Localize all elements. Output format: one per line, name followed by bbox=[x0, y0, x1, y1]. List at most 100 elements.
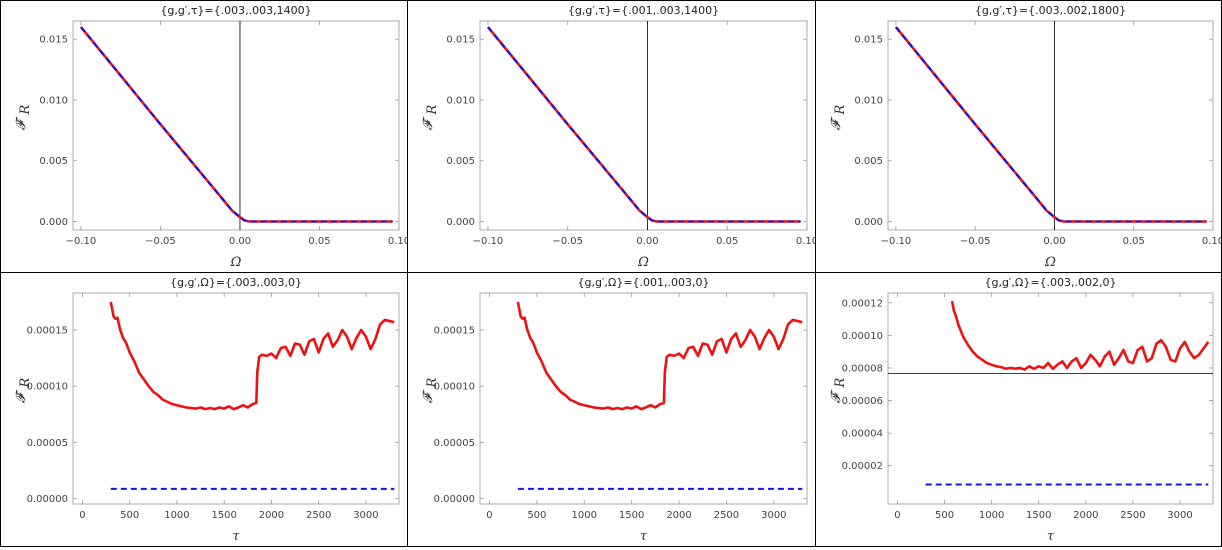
x-tick-label: 500 bbox=[935, 510, 954, 521]
x-tick-label: 0.00 bbox=[229, 236, 251, 247]
x-tick-label: 0.05 bbox=[716, 236, 738, 247]
chart-svg: {g,g′,Ω}={.003,.003,0} 0 500 1000 1500 2000 25… bbox=[14, 276, 400, 544]
chart-svg: {g,g′,Ω}={.001,.003,0} 0 500 1000 1500 2000 25… bbox=[421, 276, 808, 544]
y-tick-label: 0.010 bbox=[446, 95, 475, 106]
chart-title: {g,g′,Ω}={.003,.003,0} bbox=[170, 276, 302, 289]
x-tick-label: 2000 bbox=[259, 510, 284, 521]
x-axis-label: τ bbox=[232, 529, 240, 544]
chart-title: {g,g′,Ω}={.001,.003,0} bbox=[577, 276, 709, 289]
y-axis-label-subscript: R bbox=[833, 378, 848, 389]
y-axis-label-main: 𝓕̇ bbox=[421, 116, 436, 130]
series-line-red bbox=[109, 301, 395, 411]
y-tick-label: 0.005 bbox=[39, 156, 68, 167]
x-tick-label: 3000 bbox=[353, 510, 378, 521]
series-line-red bbox=[950, 300, 1210, 371]
x-tick-label: −0.05 bbox=[552, 236, 583, 247]
y-tick-label: 0.015 bbox=[854, 35, 883, 46]
plot-frame bbox=[479, 20, 808, 231]
chart-title: {g,g′,τ}={.003,.003,1400} bbox=[160, 4, 311, 17]
y-axis-label-subscript: R bbox=[425, 105, 440, 116]
x-tick-label: 2500 bbox=[1120, 510, 1145, 521]
chart-svg: {g,g′,τ}={.003,.003,1400}−0.10 −0.05 0.00 0… bbox=[14, 4, 410, 270]
x-tick-label: 1500 bbox=[619, 510, 644, 521]
x-tick-label: 2500 bbox=[306, 510, 331, 521]
x-tick-label: 0.10 bbox=[1202, 236, 1221, 247]
y-axis-label-subscript: R bbox=[18, 378, 33, 389]
y-tick-label: 0.005 bbox=[446, 156, 475, 167]
chart-title: {g,g′,τ}={.001,.003,1400} bbox=[568, 4, 719, 17]
x-tick-label: 0 bbox=[486, 510, 492, 521]
chart-panel-4: {g,g′,Ω}={.003,.003,0} 0 500 1000 1500 2000 25… bbox=[0, 272, 408, 547]
y-tick-label: 0.00002 bbox=[842, 461, 883, 472]
y-tick-label: 0.00005 bbox=[27, 438, 68, 449]
x-tick-label: 0.10 bbox=[796, 236, 815, 247]
x-axis-label: Ω bbox=[1044, 255, 1056, 270]
x-tick-label: −0.10 bbox=[881, 236, 912, 247]
x-tick-label: 1000 bbox=[572, 510, 597, 521]
chart-panel-1: {g,g′,τ}={.003,.003,1400} −0.10 −0.05 0.00 0… bbox=[0, 0, 410, 273]
x-tick-label: 0.10 bbox=[388, 236, 407, 247]
x-axis-label: Ω bbox=[637, 255, 649, 270]
y-axis-label-subscript: R bbox=[833, 105, 848, 116]
chart-panel-3: {g,g′,τ}={.003,.002,1800} −0.10 −0.05 0.00 0… bbox=[815, 0, 1222, 273]
y-tick-label: 0.015 bbox=[446, 35, 475, 46]
y-tick-label: 0.000 bbox=[39, 217, 68, 228]
x-tick-label: −0.05 bbox=[960, 236, 991, 247]
chart-panel-5: {g,g′,Ω}={.001,.003,0} 0 500 1000 1500 2000 25… bbox=[407, 272, 816, 547]
chart-svg: {g,g′,τ}={.003,.002,1800}−0.10 −0.05 0.00 0… bbox=[829, 4, 1222, 270]
x-tick-label: 500 bbox=[120, 510, 139, 521]
y-axis-label: 𝓕̇R bbox=[829, 105, 848, 131]
y-tick-label: 0.00008 bbox=[842, 363, 883, 374]
plot-frame bbox=[72, 292, 400, 505]
y-tick-label: 0.00012 bbox=[842, 298, 883, 309]
series-line-red bbox=[894, 26, 1207, 223]
y-tick-label: 0.00010 bbox=[434, 382, 475, 393]
y-axis-label-main: 𝓕̇ bbox=[14, 116, 29, 130]
x-tick-label: 0.05 bbox=[308, 236, 330, 247]
plot-frame bbox=[479, 292, 808, 505]
y-axis-label-subscript: R bbox=[18, 105, 33, 116]
y-tick-label: 0.00015 bbox=[434, 326, 475, 337]
x-tick-label: 2000 bbox=[1073, 510, 1098, 521]
chart-panel-6: {g,g′,Ω}={.003,.002,0} 0 500 1000 1500 2000 25… bbox=[815, 272, 1222, 547]
x-tick-label: 3000 bbox=[761, 510, 786, 521]
x-tick-label: 3000 bbox=[1167, 510, 1192, 521]
chart-title: {g,g′,Ω}={.003,.002,0} bbox=[984, 276, 1116, 289]
chart-panel-2: {g,g′,τ}={.001,.003,1400} −0.10 −0.05 0.00 0… bbox=[407, 0, 818, 273]
x-tick-label: −0.10 bbox=[473, 236, 504, 247]
y-tick-label: 0.000 bbox=[854, 217, 883, 228]
y-tick-label: 0.00004 bbox=[842, 429, 883, 440]
chart-title: {g,g′,τ}={.003,.002,1800} bbox=[975, 4, 1126, 17]
x-tick-label: 1500 bbox=[211, 510, 236, 521]
x-tick-label: −0.05 bbox=[145, 236, 176, 247]
y-tick-label: 0.00010 bbox=[27, 382, 68, 393]
x-axis-label: Ω bbox=[230, 255, 242, 270]
x-tick-label: 2000 bbox=[666, 510, 691, 521]
series-line-red bbox=[486, 26, 801, 223]
x-tick-label: 500 bbox=[527, 510, 546, 521]
y-tick-label: 0.00006 bbox=[842, 396, 883, 407]
y-axis-label: 𝓕̇R bbox=[421, 105, 440, 131]
x-tick-label: 2500 bbox=[714, 510, 739, 521]
series-line-red bbox=[79, 26, 393, 223]
x-tick-label: 1000 bbox=[164, 510, 189, 521]
y-axis-label-main: 𝓕̇ bbox=[829, 116, 844, 130]
series-line-blue-dashed bbox=[80, 26, 393, 223]
y-axis-label: 𝓕̇R bbox=[14, 105, 33, 131]
y-tick-label: 0.00000 bbox=[434, 494, 475, 505]
x-tick-label: 0.00 bbox=[1043, 236, 1065, 247]
y-tick-label: 0.00005 bbox=[434, 438, 475, 449]
plot-frame bbox=[887, 20, 1214, 231]
y-tick-label: 0.00000 bbox=[27, 494, 68, 505]
x-tick-label: 1500 bbox=[1026, 510, 1051, 521]
y-tick-label: 0.00015 bbox=[27, 326, 68, 337]
series-line-blue-dashed bbox=[487, 26, 801, 223]
y-axis-label-subscript: R bbox=[425, 378, 440, 389]
y-tick-label: 0.010 bbox=[39, 95, 68, 106]
chart-svg: {g,g′,τ}={.001,.003,1400}−0.10 −0.05 0.00 0… bbox=[421, 4, 818, 270]
x-tick-label: 1000 bbox=[979, 510, 1004, 521]
chart-svg: {g,g′,Ω}={.003,.002,0} 0 500 1000 1500 2000 25… bbox=[829, 276, 1214, 544]
x-tick-label: 0 bbox=[894, 510, 900, 521]
y-tick-label: 0.005 bbox=[854, 156, 883, 167]
